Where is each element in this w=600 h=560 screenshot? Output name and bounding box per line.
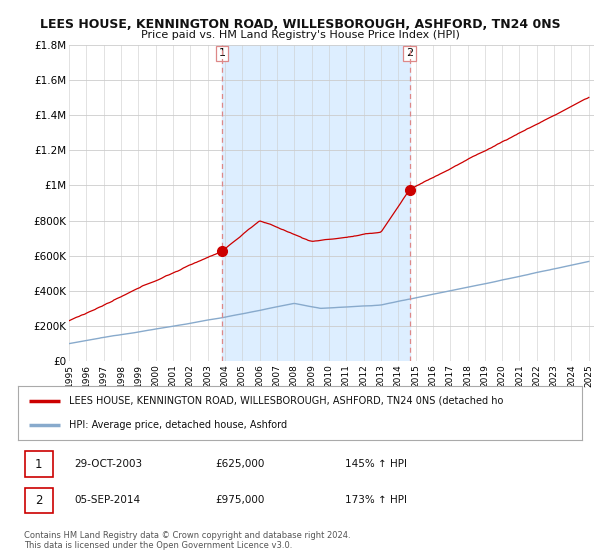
Text: Contains HM Land Registry data © Crown copyright and database right 2024.
This d: Contains HM Land Registry data © Crown c… (24, 530, 350, 550)
Text: 2: 2 (35, 494, 43, 507)
FancyBboxPatch shape (25, 488, 53, 513)
Text: LEES HOUSE, KENNINGTON ROAD, WILLESBOROUGH, ASHFORD, TN24 0NS: LEES HOUSE, KENNINGTON ROAD, WILLESBOROU… (40, 18, 560, 31)
Text: 29-OCT-2003: 29-OCT-2003 (74, 459, 143, 469)
Text: 2: 2 (406, 48, 413, 58)
Text: LEES HOUSE, KENNINGTON ROAD, WILLESBOROUGH, ASHFORD, TN24 0NS (detached ho: LEES HOUSE, KENNINGTON ROAD, WILLESBOROU… (69, 396, 503, 406)
Text: 05-SEP-2014: 05-SEP-2014 (74, 496, 140, 505)
Text: 173% ↑ HPI: 173% ↑ HPI (345, 496, 407, 505)
Text: £975,000: £975,000 (215, 496, 265, 505)
Text: 145% ↑ HPI: 145% ↑ HPI (345, 459, 407, 469)
Bar (222, 45, 410, 361)
Text: 1: 1 (218, 48, 226, 58)
Text: HPI: Average price, detached house, Ashford: HPI: Average price, detached house, Ashf… (69, 420, 287, 430)
Text: £625,000: £625,000 (215, 459, 265, 469)
FancyBboxPatch shape (25, 451, 53, 477)
Text: Price paid vs. HM Land Registry's House Price Index (HPI): Price paid vs. HM Land Registry's House … (140, 30, 460, 40)
Text: 1: 1 (35, 458, 43, 470)
